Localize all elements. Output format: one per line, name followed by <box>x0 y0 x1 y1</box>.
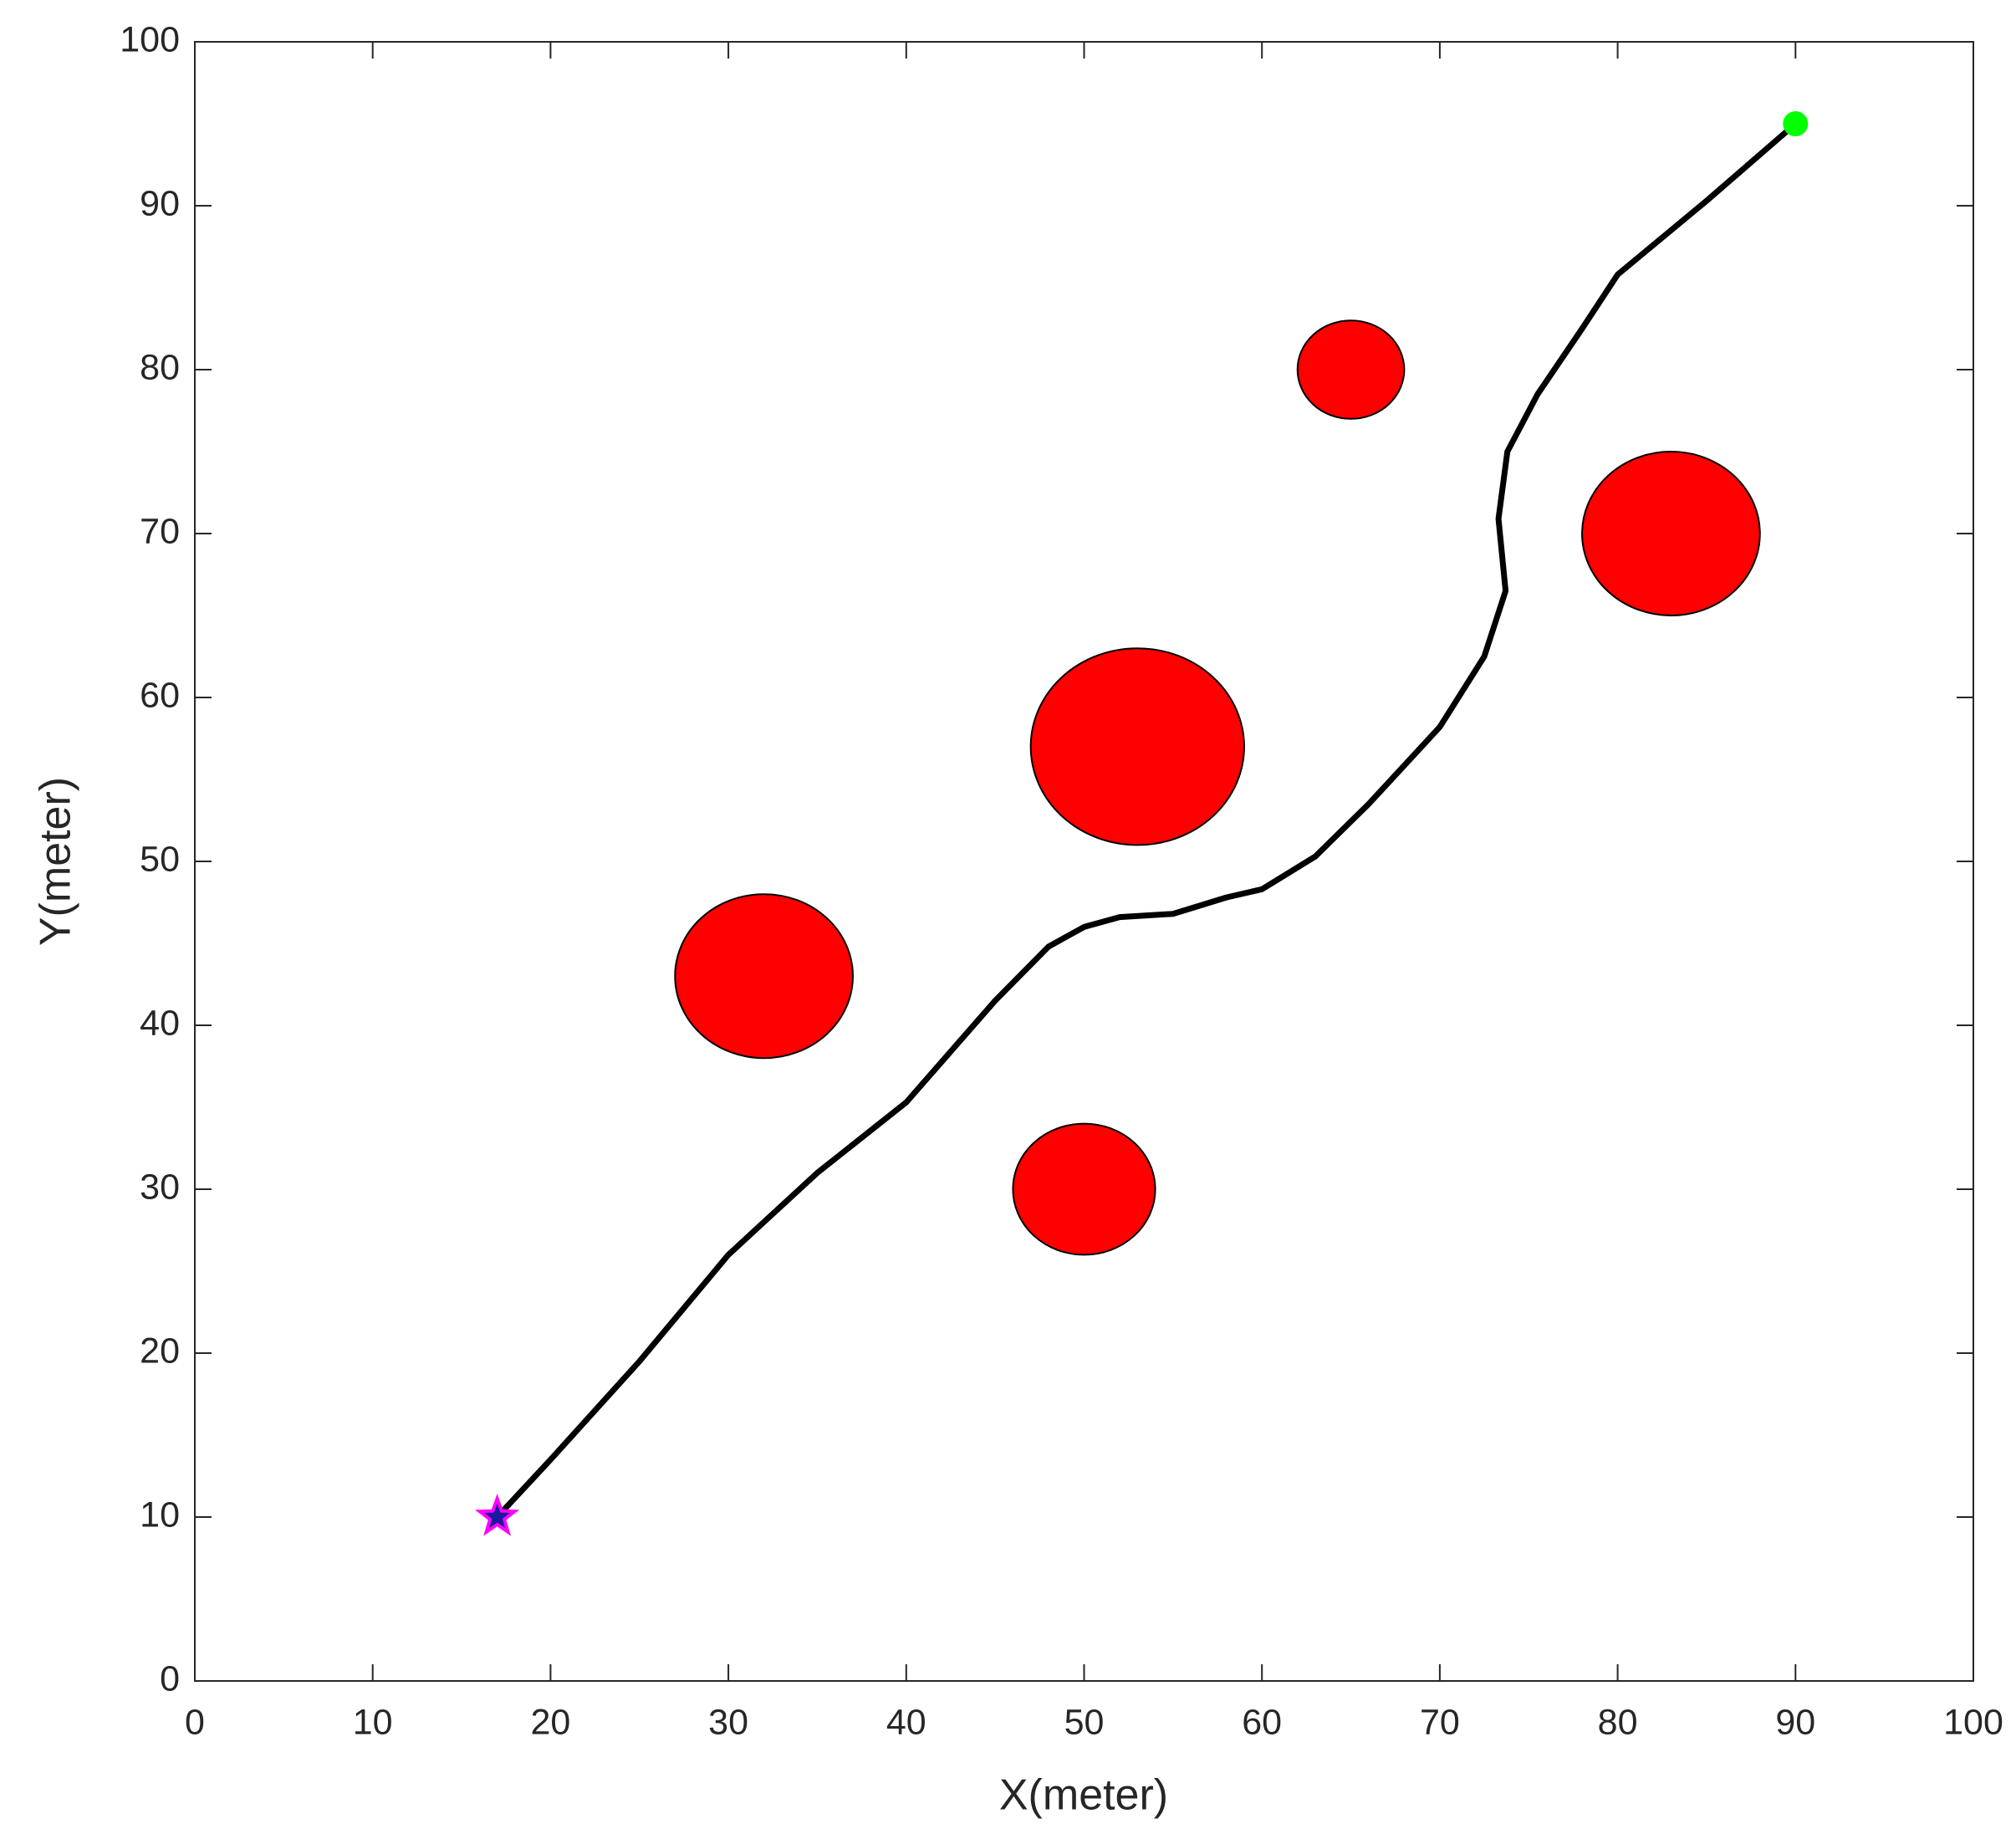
goal-marker <box>1783 111 1809 136</box>
x-tick-label: 60 <box>1242 1702 1282 1742</box>
x-tick-label: 40 <box>886 1702 926 1742</box>
x-tick-label: 80 <box>1598 1702 1638 1742</box>
y-tick-label: 0 <box>160 1658 180 1699</box>
y-tick-label: 30 <box>140 1167 180 1207</box>
path-line <box>494 120 1799 1520</box>
obstacle <box>1012 1122 1156 1256</box>
y-tick-label: 90 <box>140 183 180 223</box>
obstacle <box>1296 319 1406 420</box>
x-tick-label: 10 <box>353 1702 393 1742</box>
y-tick-label: 20 <box>140 1331 180 1371</box>
y-tick-label: 50 <box>140 839 180 879</box>
x-tick-label: 70 <box>1420 1702 1460 1742</box>
y-tick-label: 10 <box>140 1494 180 1535</box>
y-tick-label: 80 <box>140 347 180 387</box>
obstacle <box>1581 451 1761 616</box>
y-tick-label: 40 <box>140 1003 180 1043</box>
x-tick-label: 100 <box>1943 1702 2003 1742</box>
x-tick-label: 50 <box>1064 1702 1105 1742</box>
x-tick-label: 20 <box>530 1702 570 1742</box>
x-axis-label: X(meter) <box>999 1771 1168 1820</box>
obstacle <box>674 893 854 1060</box>
y-tick-label: 60 <box>140 675 180 715</box>
x-tick-label: 0 <box>185 1702 205 1742</box>
y-tick-label: 70 <box>140 511 180 551</box>
plot-area <box>194 41 1974 1682</box>
obstacle <box>1029 647 1245 846</box>
x-tick-label: 90 <box>1775 1702 1815 1742</box>
x-tick-label: 30 <box>708 1702 748 1742</box>
start-marker <box>475 1494 520 1536</box>
y-tick-label: 100 <box>120 19 180 59</box>
y-axis-label: Y(meter) <box>32 777 80 946</box>
